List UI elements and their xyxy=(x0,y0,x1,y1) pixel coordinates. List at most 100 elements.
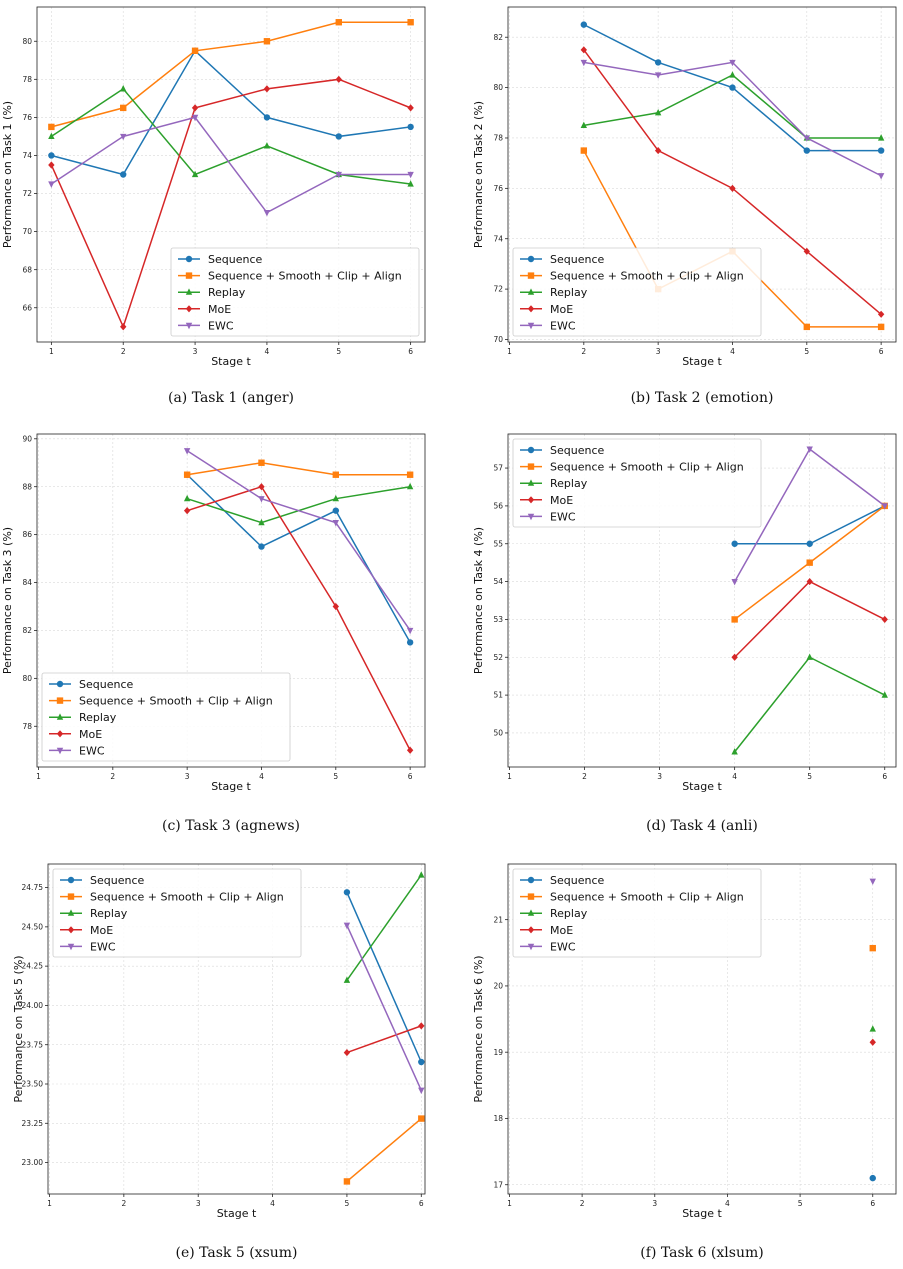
series-line-5 xyxy=(346,924,422,1091)
data-point xyxy=(877,134,885,141)
legend-marker xyxy=(185,322,193,330)
y-tick-label: 53 xyxy=(493,615,503,624)
x-axis-label: Stage t xyxy=(217,1207,257,1220)
data-point xyxy=(407,171,414,179)
legend-entry: Replay xyxy=(90,907,128,920)
legend-entry: Sequence + Smooth + Clip + Align xyxy=(79,695,273,708)
panel-caption: (e) Task 5 (xsum) xyxy=(175,1245,297,1261)
data-point xyxy=(343,922,351,930)
x-tick-label: 3 xyxy=(657,772,662,781)
data-point xyxy=(731,653,738,661)
data-point xyxy=(803,323,811,331)
data-point xyxy=(343,976,351,983)
legend-entry: Replay xyxy=(550,286,588,299)
data-point xyxy=(881,615,888,624)
y-tick-label: 24.00 xyxy=(22,1001,44,1010)
legend-marker xyxy=(67,876,75,884)
legend-marker xyxy=(527,876,535,884)
data-point xyxy=(120,171,127,178)
data-point xyxy=(406,627,414,635)
series-line-5 xyxy=(186,450,411,631)
legend-entry: Sequence xyxy=(550,874,604,887)
x-axis-label: Stage t xyxy=(211,355,251,368)
y-tick-label: 24.50 xyxy=(22,922,44,931)
data-point xyxy=(263,209,271,217)
y-tick-label: 50 xyxy=(493,729,503,738)
data-point xyxy=(48,181,55,188)
data-point xyxy=(729,84,736,91)
data-point xyxy=(343,889,351,896)
legend-marker xyxy=(56,730,64,738)
data-point xyxy=(869,944,876,952)
data-point xyxy=(48,132,55,140)
data-point xyxy=(877,173,885,180)
legend-entry: EWC xyxy=(90,940,116,953)
x-axis-label: Stage t xyxy=(682,355,722,368)
data-point xyxy=(191,170,199,178)
series-line-4 xyxy=(186,485,411,751)
legend-marker xyxy=(527,943,535,951)
legend: Sequence Sequence + Smooth + Clip + Align… xyxy=(52,868,302,958)
y-tick-label: 66 xyxy=(22,303,32,312)
data-point xyxy=(877,310,885,318)
x-tick-label: 1 xyxy=(47,1199,52,1208)
x-tick-label: 2 xyxy=(121,347,126,356)
series-line-3 xyxy=(346,874,422,981)
y-tick-label: 55 xyxy=(493,539,503,548)
data-point xyxy=(406,471,414,478)
chart-panel-5: 1 2 3 4 5 6 23.00 23.25 23.50 23.75 24.00 24.25 24.5… xyxy=(12,863,426,1261)
legend-marker xyxy=(185,305,193,313)
legend-entry: MoE xyxy=(79,728,102,741)
panel-caption: (a) Task 1 (anger) xyxy=(168,390,294,406)
legend-entry: Sequence + Smooth + Clip + Align xyxy=(550,891,744,904)
legend-entry: MoE xyxy=(90,924,113,937)
data-point xyxy=(869,878,876,886)
y-axis-label: Performance on Task 4 (%) xyxy=(472,527,485,674)
y-tick-label: 24.75 xyxy=(22,883,44,892)
legend-box xyxy=(41,672,291,762)
x-tick-label: 5 xyxy=(804,347,809,356)
legend-entry: MoE xyxy=(550,494,573,507)
plot-frame xyxy=(507,433,897,768)
legend-marker xyxy=(527,288,535,295)
data-point xyxy=(263,38,271,45)
series-line-3 xyxy=(50,87,411,185)
plot-frame xyxy=(47,863,426,1195)
chart-panel-3: 1 2 3 4 5 6 78 80 82 84 86 88 90 Stage t Performance o… xyxy=(1,433,426,834)
y-tick-label: 23.25 xyxy=(22,1119,44,1128)
legend: Sequence Sequence + Smooth + Clip + Align… xyxy=(512,247,762,337)
data-point xyxy=(580,147,588,154)
legend-marker xyxy=(527,496,535,504)
y-tick-label: 74 xyxy=(22,151,32,160)
series-line-4 xyxy=(346,1025,422,1054)
data-point xyxy=(731,578,738,586)
data-point xyxy=(806,446,813,453)
legend-marker xyxy=(185,255,193,263)
data-point xyxy=(729,71,736,78)
legend-entry: Replay xyxy=(550,477,588,490)
y-tick-label: 68 xyxy=(22,265,32,274)
x-tick-label: 6 xyxy=(408,772,413,781)
legend-entry: Sequence xyxy=(550,444,604,457)
series-line-1 xyxy=(346,891,422,1063)
y-tick-label: 80 xyxy=(22,674,32,683)
data-point xyxy=(418,1115,425,1122)
data-point xyxy=(258,543,265,550)
y-axis-label: Performance on Task 5 (%) xyxy=(12,955,25,1102)
data-point xyxy=(869,1174,876,1182)
x-tick-label: 3 xyxy=(656,347,661,356)
legend-entry: EWC xyxy=(208,319,234,332)
series-line-1 xyxy=(51,49,411,176)
x-tick-label: 1 xyxy=(507,772,512,781)
data-point xyxy=(120,133,127,141)
legend-marker xyxy=(185,288,193,295)
x-tick-label: 1 xyxy=(507,1199,512,1208)
legend-entry: MoE xyxy=(208,303,231,316)
x-tick-label: 6 xyxy=(879,347,884,356)
legend-marker xyxy=(527,909,535,916)
x-axis-label: Stage t xyxy=(682,1207,722,1220)
y-tick-label: 76 xyxy=(493,184,503,193)
legend-marker xyxy=(67,893,75,900)
y-tick-label: 80 xyxy=(22,37,32,46)
data-point xyxy=(580,46,588,54)
